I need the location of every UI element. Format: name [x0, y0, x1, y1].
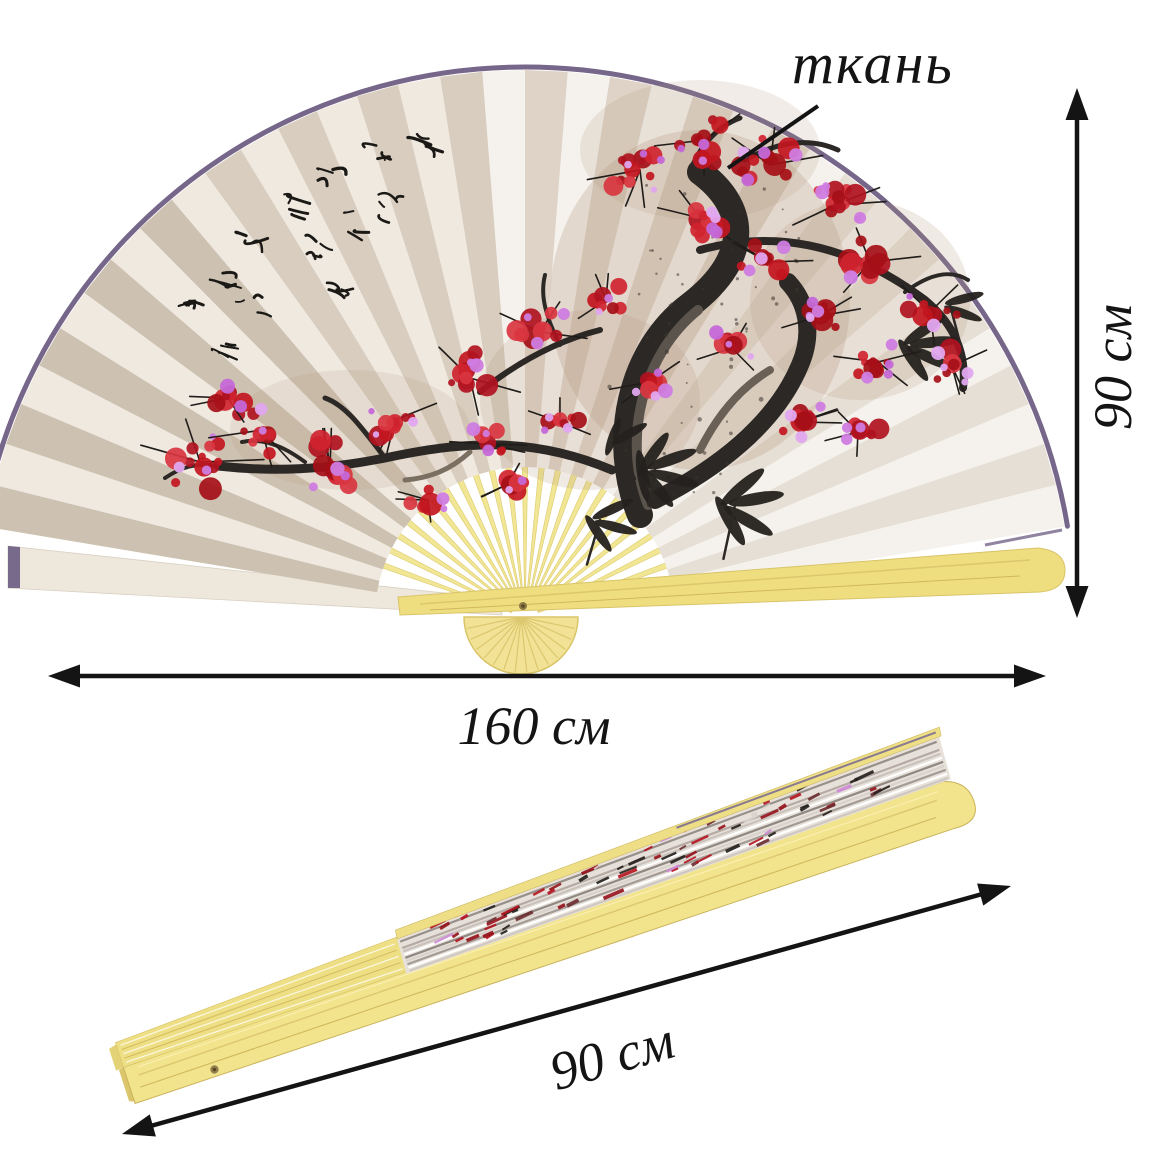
fabric-callout-line — [726, 104, 820, 170]
open-height-label: 90 см — [1083, 304, 1143, 430]
fan-guard-stick — [397, 547, 1066, 616]
open-width-label: 160 см — [457, 696, 611, 756]
dimension-arrows — [48, 88, 1089, 1137]
folded-fan-photo — [109, 726, 976, 1105]
fan-leaf-pleats — [0, 64, 1070, 593]
plum-blossom-painting — [140, 80, 988, 566]
open-fan-photo — [0, 64, 1070, 675]
fan-pivot-base — [463, 616, 579, 675]
fabric-callout-label: ткань — [792, 31, 954, 96]
